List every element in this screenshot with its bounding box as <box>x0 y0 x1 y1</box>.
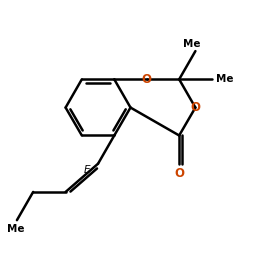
Text: O: O <box>142 73 152 86</box>
Text: E: E <box>84 165 90 175</box>
Text: Me: Me <box>216 74 234 84</box>
Text: O: O <box>191 101 200 114</box>
Text: O: O <box>174 167 184 180</box>
Text: Me: Me <box>183 38 201 48</box>
Text: Me: Me <box>7 224 24 234</box>
